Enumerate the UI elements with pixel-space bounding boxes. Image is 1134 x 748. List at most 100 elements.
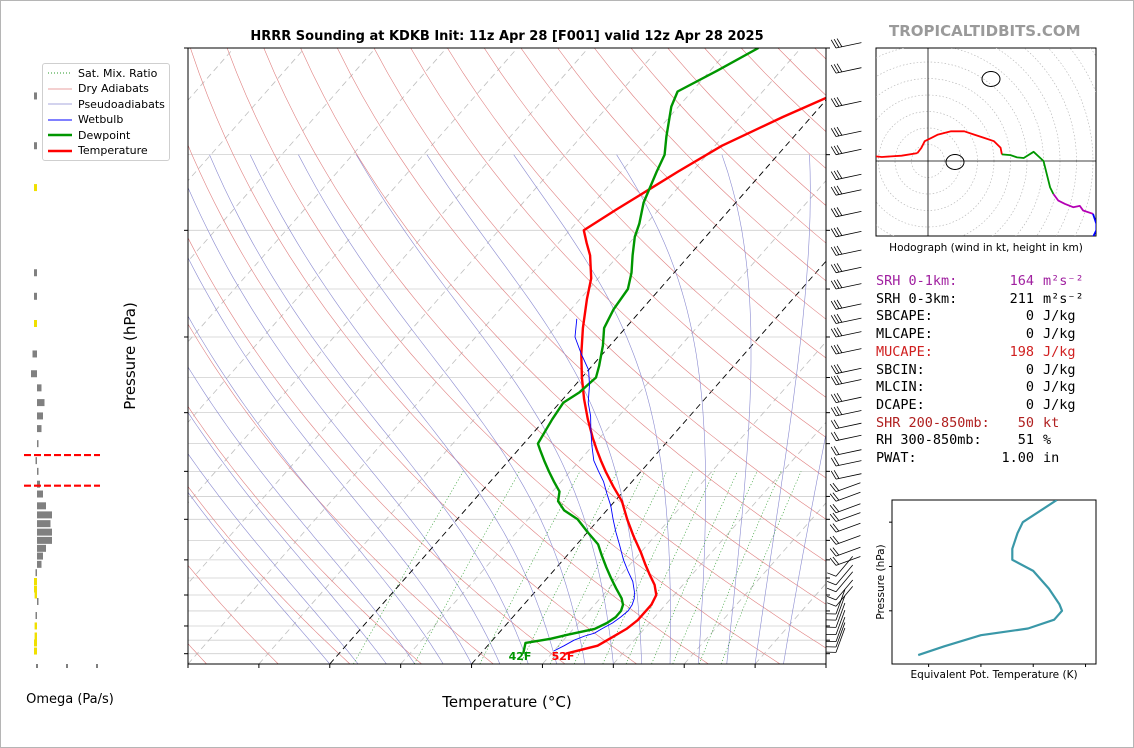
- barb-flag: [836, 344, 843, 353]
- wind-barb: [830, 419, 862, 429]
- barb-shaft: [835, 331, 862, 338]
- omega-bar: [34, 647, 37, 655]
- dry-adiabat: [337, 48, 826, 562]
- barb-flag: [832, 503, 840, 512]
- stat-unit: %: [1043, 432, 1052, 449]
- pseudoadiabat: [754, 154, 811, 664]
- barb-flag: [833, 64, 840, 73]
- barb-shaft: [835, 589, 846, 615]
- dry-adiabat: [188, 237, 566, 664]
- barb-flag: [836, 364, 843, 373]
- barb-flag: [830, 457, 837, 467]
- barb-flag: [833, 279, 840, 289]
- series-line-dewpoint: [522, 48, 759, 654]
- barb-flag: [836, 227, 843, 236]
- barb-shaft: [835, 283, 862, 290]
- barb-flag: [833, 97, 840, 107]
- wind-barb: [830, 279, 862, 290]
- barb-flag: [830, 407, 837, 417]
- wind-barb: [830, 313, 862, 324]
- barb-flag: [833, 227, 840, 237]
- omega-bar: [35, 457, 37, 465]
- barb-flag: [829, 505, 837, 513]
- omega-bar: [37, 511, 52, 519]
- barb-flag: [830, 39, 837, 49]
- isotherm: [400, 180, 826, 664]
- wind-barb: [830, 126, 862, 137]
- barb-flag: [829, 483, 837, 492]
- barb-flag: [836, 245, 843, 255]
- barb-flag: [826, 619, 837, 621]
- stat-value: 0: [1025, 361, 1034, 378]
- stat-value: 0: [1025, 396, 1034, 413]
- omega-bar: [37, 552, 43, 560]
- barb-shaft: [835, 266, 862, 274]
- skewt-plot-border: [187, 47, 827, 665]
- stat-value: 51: [1017, 432, 1034, 449]
- barb-flag: [832, 492, 840, 501]
- wind-barb: [827, 579, 854, 601]
- pseudoadiabat: [188, 491, 331, 664]
- barb-shaft: [835, 189, 862, 196]
- dry-adiabat: [188, 144, 637, 664]
- wind-barb: [830, 38, 862, 49]
- omega-bar: [37, 544, 46, 552]
- stat-unit: J/kg: [1043, 308, 1076, 325]
- omega-bar: [37, 467, 39, 475]
- wind-barb: [826, 617, 846, 642]
- barb-shaft: [835, 148, 862, 156]
- omega-bar: [37, 560, 42, 568]
- barb-flag: [836, 313, 843, 323]
- barb-flag: [836, 97, 843, 106]
- legend-swatch: [48, 119, 72, 120]
- barb-shaft: [835, 367, 862, 375]
- barb-flag: [830, 264, 837, 273]
- barb-flag: [829, 493, 837, 502]
- legend-swatch: [48, 133, 72, 137]
- omega-bar: [34, 319, 37, 327]
- barb-shaft: [835, 473, 862, 480]
- wind-barb: [829, 556, 861, 566]
- omega-bar: [37, 502, 46, 510]
- mixing-ratio-line: [414, 471, 520, 664]
- barb-flag: [830, 315, 837, 324]
- omega-bar: [34, 639, 37, 647]
- surface-dewpoint-label: 42F: [509, 650, 532, 663]
- barb-flag: [833, 344, 840, 354]
- barb-flag: [833, 145, 840, 155]
- dry-adiabat: [188, 486, 351, 664]
- pseudoadiabat: [356, 154, 614, 664]
- legend-item: Wetbulb: [47, 113, 123, 127]
- legend-label: Dry Adiabats: [78, 82, 149, 95]
- stat-unit: m²s⁻²: [1043, 290, 1084, 307]
- omega-bar: [34, 585, 37, 593]
- barb-flag: [830, 345, 837, 355]
- dry-adiabat: [447, 48, 826, 438]
- barb-flag: [833, 364, 840, 374]
- barb-flag: [826, 651, 837, 653]
- wind-barb: [830, 97, 862, 108]
- barb-flag: [833, 300, 840, 309]
- barb-flag: [832, 556, 840, 565]
- wind-barb: [830, 431, 862, 442]
- wind-barb: [830, 299, 862, 310]
- dry-adiabat: [373, 48, 826, 520]
- barb-shaft: [835, 67, 862, 74]
- wind-barb: [830, 327, 862, 338]
- hodograph-panel: [875, 47, 1097, 237]
- barb-flag: [833, 419, 840, 429]
- omega-bar: [34, 184, 37, 192]
- legend: Sat. Mix. Ratio Dry Adiabats Pseudoadiabat…: [42, 63, 170, 161]
- omega-panel: [24, 92, 100, 668]
- barb-flag: [832, 482, 840, 491]
- barb-flag: [830, 432, 837, 441]
- barb-flag: [830, 186, 837, 196]
- omega-bar: [37, 480, 40, 488]
- barb-shaft: [835, 503, 861, 514]
- stat-label: MLCAPE:: [876, 326, 933, 343]
- barb-flag: [836, 145, 843, 154]
- legend-item: Dewpoint: [47, 128, 130, 142]
- x-axis-label: Temperature (°C): [441, 693, 571, 711]
- omega-bar: [31, 370, 37, 378]
- barb-flag: [833, 314, 840, 324]
